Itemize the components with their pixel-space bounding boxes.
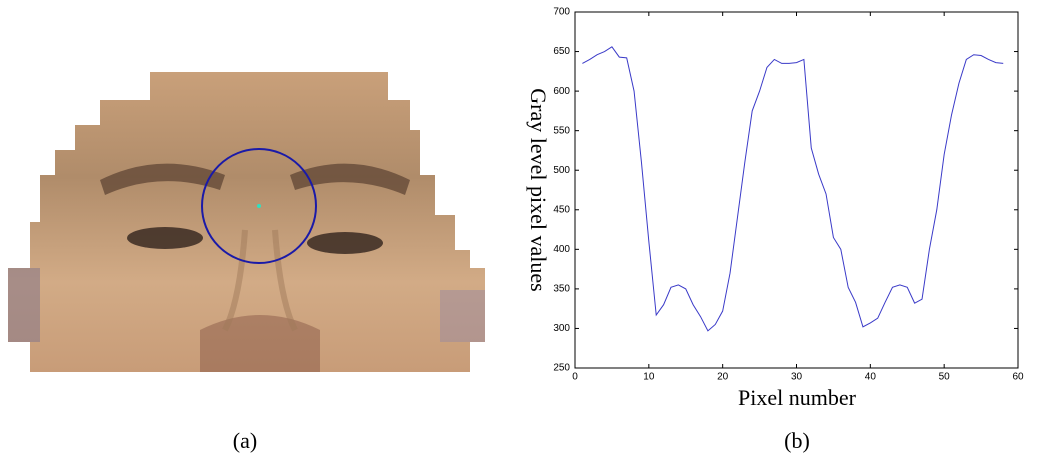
x-tick-label: 40 (865, 372, 877, 383)
data-line (582, 46, 1004, 332)
x-tick-label: 10 (643, 372, 655, 383)
y-tick-label: 650 (553, 46, 570, 57)
x-tick-label: 50 (939, 372, 951, 383)
x-tick-label: 20 (717, 372, 729, 383)
y-tick-label: 500 (553, 165, 570, 176)
face-photo (8, 72, 485, 372)
x-tick-label: 0 (572, 372, 578, 383)
panel-label: (b) (784, 428, 810, 453)
x-axis-label: Pixel number (738, 385, 857, 410)
plot-frame (574, 11, 1019, 369)
y-tick-label: 600 (553, 86, 570, 97)
y-tick-label: 550 (553, 125, 570, 136)
y-axis-label: Gray level pixel values (526, 88, 551, 291)
y-tick-label: 250 (553, 363, 570, 374)
y-tick-label: 350 (553, 284, 570, 295)
y-tick-label: 300 (553, 323, 570, 334)
x-tick-label: 60 (1012, 372, 1024, 383)
y-tick-label: 400 (553, 244, 570, 255)
y-tick-label: 450 (553, 204, 570, 215)
x-tick-label: 30 (791, 372, 803, 383)
y-tick-label: 700 (553, 7, 570, 18)
panel-label: (a) (233, 428, 257, 453)
